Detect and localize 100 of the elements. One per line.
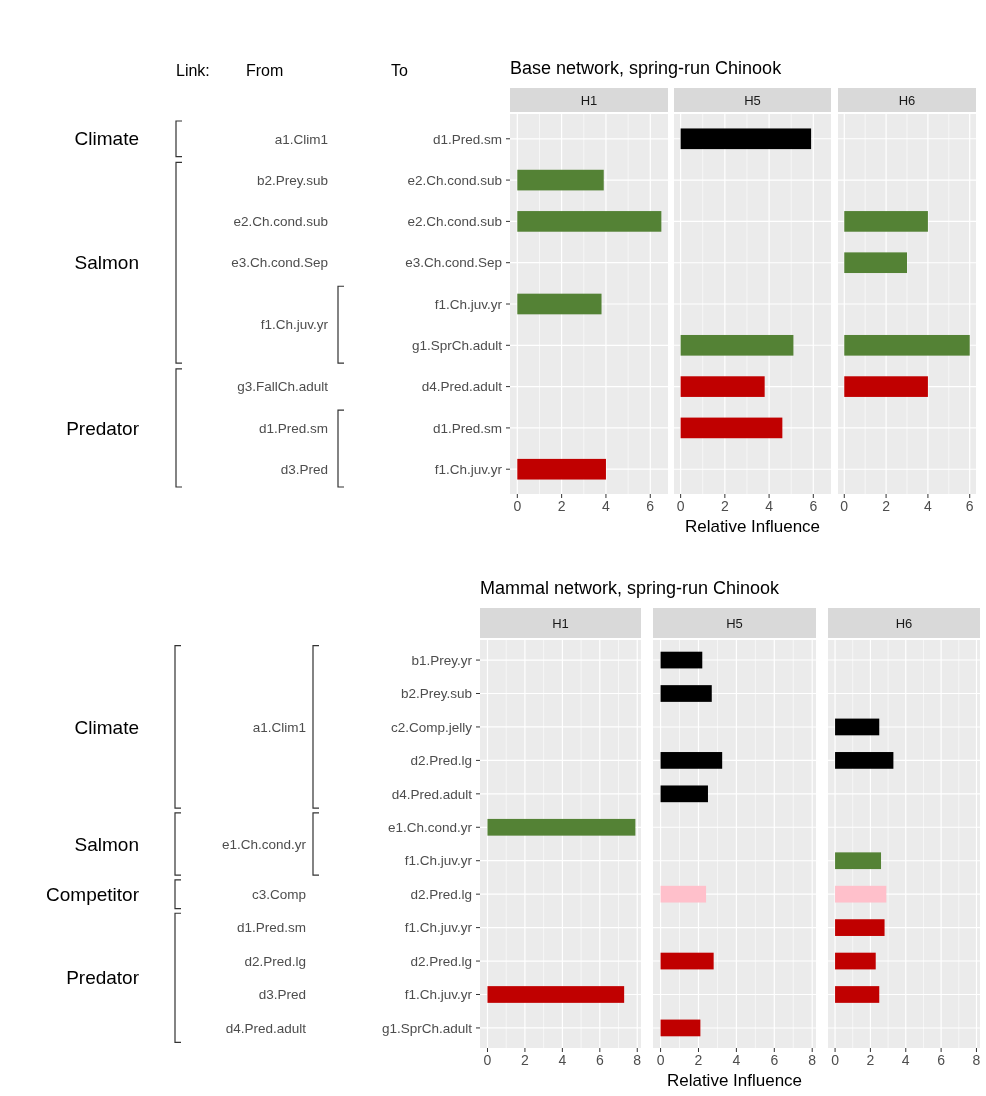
y-tick-label: d2.Pred.lg bbox=[410, 953, 472, 969]
y-tick-label: d2.Pred.lg bbox=[410, 753, 472, 769]
text: Predator bbox=[66, 967, 140, 989]
text: a1.Clim1 bbox=[252, 719, 306, 735]
x-tick-label: 0 bbox=[676, 498, 685, 514]
x-tick-label: 6 bbox=[595, 1052, 604, 1068]
bar bbox=[517, 458, 606, 480]
text: Mammal network, spring-run Chinook bbox=[480, 578, 781, 598]
bar bbox=[660, 952, 714, 970]
text: Competitor bbox=[46, 883, 140, 905]
y-tick-label: d4.Pred.adult bbox=[421, 379, 503, 395]
text: Predator bbox=[66, 417, 140, 439]
bar bbox=[835, 919, 885, 936]
bar bbox=[660, 685, 712, 702]
x-tick-label: 2 bbox=[521, 1052, 530, 1068]
x-tick-label: 2 bbox=[694, 1052, 703, 1068]
text: e3.Ch.cond.Sep bbox=[231, 255, 328, 271]
y-tick-label: f1.Ch.juv.yr bbox=[404, 987, 473, 1003]
x-tick-label: 8 bbox=[972, 1052, 981, 1068]
x-tick-label: 4 bbox=[732, 1052, 741, 1068]
bar bbox=[680, 334, 794, 356]
bar bbox=[835, 752, 894, 769]
y-tick-label: f1.Ch.juv.yr bbox=[404, 853, 473, 869]
x-tick-label: 6 bbox=[937, 1052, 946, 1068]
x-tick-label: 4 bbox=[924, 498, 933, 514]
y-tick-label: d4.Pred.adult bbox=[391, 786, 473, 802]
x-tick-label: 6 bbox=[770, 1052, 779, 1068]
text: To bbox=[391, 62, 408, 79]
x-tick-label: 4 bbox=[901, 1052, 910, 1068]
y-tick-label: b1.Prey.yr bbox=[411, 652, 473, 668]
bar bbox=[844, 252, 907, 274]
x-tick-label: 6 bbox=[809, 498, 818, 514]
text: a1.Clim1 bbox=[274, 131, 328, 147]
bar bbox=[844, 211, 928, 232]
text: e2.Ch.cond.sub bbox=[233, 214, 328, 230]
x-tick-label: 6 bbox=[965, 498, 974, 514]
text: Base network, spring-run Chinook bbox=[510, 58, 783, 78]
bar bbox=[835, 952, 876, 970]
y-tick-label: g1.SprCh.adult bbox=[381, 1020, 473, 1036]
x-tick-label: 8 bbox=[633, 1052, 642, 1068]
text: d2.Pred.lg bbox=[244, 953, 306, 969]
bar bbox=[835, 852, 882, 870]
bar bbox=[680, 417, 783, 439]
x-tick-label: 4 bbox=[558, 1052, 567, 1068]
bar bbox=[517, 169, 604, 191]
chart-title: H1 bbox=[580, 92, 598, 108]
text: d1.Pred.sm bbox=[236, 920, 306, 936]
y-tick-label: e3.Ch.cond.Sep bbox=[405, 255, 502, 271]
x-tick-label: 0 bbox=[831, 1052, 840, 1068]
bar bbox=[680, 128, 812, 150]
text: Climate bbox=[74, 716, 139, 738]
text: Climate bbox=[74, 128, 139, 150]
text: e1.Ch.cond.yr bbox=[221, 836, 307, 852]
text: b2.Prey.sub bbox=[256, 172, 328, 188]
y-tick-label: f1.Ch.juv.yr bbox=[404, 920, 473, 936]
text: Salmon bbox=[74, 252, 139, 274]
y-tick-label: b2.Prey.sub bbox=[400, 686, 472, 702]
y-tick-label: f1.Ch.juv.yr bbox=[434, 296, 503, 312]
x-tick-label: 2 bbox=[557, 498, 566, 514]
x-tick-label: 6 bbox=[646, 498, 655, 514]
text: Salmon bbox=[74, 833, 139, 855]
x-tick-label: 0 bbox=[840, 498, 849, 514]
x-tick-label: 4 bbox=[602, 498, 611, 514]
y-tick-label: c2.Comp.jelly bbox=[390, 719, 473, 735]
x-tick-label: 0 bbox=[513, 498, 522, 514]
bar bbox=[660, 785, 708, 803]
x-axis-title: Relative Influence bbox=[684, 517, 821, 536]
text: f1.Ch.juv.yr bbox=[260, 317, 329, 333]
text: d1.Pred.sm bbox=[258, 420, 328, 436]
bar bbox=[660, 885, 707, 903]
y-tick-label: d2.Pred.lg bbox=[410, 886, 472, 902]
text: d3.Pred bbox=[258, 987, 306, 1003]
text: Link: bbox=[176, 62, 210, 79]
x-tick-label: 2 bbox=[882, 498, 891, 514]
x-tick-label: 0 bbox=[656, 1052, 665, 1068]
bar bbox=[680, 376, 765, 397]
bar bbox=[835, 885, 887, 903]
y-tick-label: e2.Ch.cond.sub bbox=[407, 214, 502, 230]
x-tick-label: 4 bbox=[765, 498, 774, 514]
bar bbox=[517, 211, 662, 232]
chart-title: H1 bbox=[552, 615, 569, 631]
text: g3.FallCh.adult bbox=[237, 379, 329, 395]
x-axis-title: Relative Influence bbox=[666, 1071, 803, 1090]
bar bbox=[844, 334, 970, 356]
bar bbox=[835, 718, 880, 736]
y-tick-label: d1.Pred.sm bbox=[432, 420, 502, 436]
y-tick-label: e1.Ch.cond.yr bbox=[387, 820, 473, 835]
x-tick-label: 2 bbox=[866, 1052, 875, 1068]
y-tick-label: d1.Pred.sm bbox=[432, 131, 502, 147]
y-tick-label: e2.Ch.cond.sub bbox=[407, 172, 502, 188]
bar bbox=[660, 651, 703, 669]
chart-title: H6 bbox=[898, 92, 916, 108]
x-tick-label: 2 bbox=[720, 498, 729, 514]
bar bbox=[660, 752, 723, 769]
x-tick-label: 8 bbox=[808, 1052, 817, 1068]
bar bbox=[660, 1019, 701, 1037]
bar bbox=[844, 376, 928, 397]
bar bbox=[835, 986, 880, 1003]
chart-title: H6 bbox=[895, 615, 913, 631]
x-tick-label: 0 bbox=[483, 1052, 492, 1068]
